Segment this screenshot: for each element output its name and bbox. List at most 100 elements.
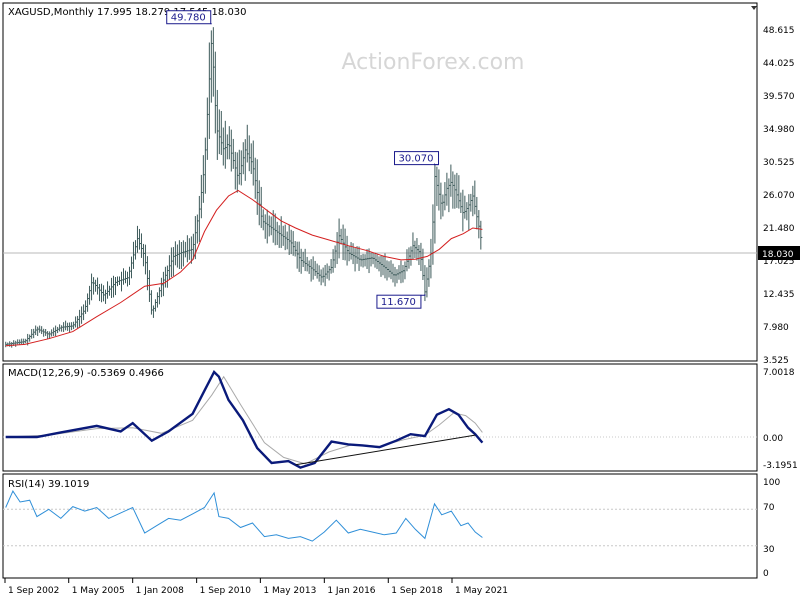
price-bar [440, 182, 443, 220]
price-bar [204, 137, 207, 194]
price-bar [372, 252, 375, 265]
price-bar [466, 202, 469, 221]
price-bar [376, 254, 379, 270]
price-bar [101, 283, 104, 303]
price-bar [192, 233, 195, 260]
price-bar [17, 339, 20, 345]
annotation-leader-lines [210, 23, 439, 296]
price-bar [378, 256, 381, 272]
price-bar [99, 284, 102, 302]
x-tick-label: 1 Jan 2008 [136, 586, 184, 596]
price-bar [31, 329, 34, 339]
price-bar [53, 327, 56, 337]
price-bar [228, 126, 231, 160]
rsi-tick-label: 30 [763, 545, 775, 555]
price-bar [196, 214, 199, 244]
annotation-label: 30.070 [399, 154, 434, 165]
annotation-label: 49.780 [171, 13, 206, 24]
price-bar [370, 252, 373, 267]
price-bar [358, 246, 361, 271]
price-bar [254, 157, 257, 199]
price-bar [49, 331, 52, 339]
price-bar [59, 324, 62, 332]
price-bar [176, 244, 179, 268]
price-bar [140, 233, 143, 258]
price-bar [113, 275, 116, 298]
x-tick-label: 1 Jan 2016 [327, 586, 375, 596]
price-bar [260, 186, 263, 228]
price-bar [75, 316, 78, 328]
price-bar [33, 328, 36, 339]
price-bar [348, 245, 351, 262]
price-bar [350, 242, 353, 260]
price-bar [119, 276, 122, 286]
price-bar [124, 270, 127, 284]
price-bar [396, 269, 399, 284]
price-bar [174, 241, 177, 266]
x-tick-label: 1 May 2021 [455, 586, 508, 596]
price-bar [91, 273, 94, 301]
chevron-down-icon[interactable] [751, 6, 757, 10]
price-bar [330, 258, 333, 274]
price-bar [43, 328, 46, 337]
price-bar [138, 228, 141, 250]
price-bar [404, 261, 407, 280]
price-bar [164, 266, 167, 288]
price-bar [89, 285, 92, 305]
price-bar [128, 266, 131, 286]
price-bar [144, 244, 147, 275]
price-bar [220, 110, 223, 156]
price-bar [314, 260, 317, 276]
price-bar [412, 232, 415, 260]
price-bar [264, 214, 267, 239]
price-bar [210, 30, 213, 103]
rsi-panel-frame [2, 473, 758, 579]
price-bar [156, 292, 159, 308]
price-bar [178, 240, 181, 270]
price-bar [414, 240, 417, 259]
price-bar [418, 244, 421, 266]
price-bar [268, 215, 271, 237]
price-bar [97, 277, 100, 295]
price-bar [266, 209, 269, 244]
price-bar [298, 241, 301, 272]
price-bar [121, 271, 124, 292]
price-bar [280, 216, 283, 248]
price-bar [346, 235, 349, 266]
price-bar [470, 193, 473, 212]
price-bar [35, 325, 38, 336]
price-bar [172, 247, 175, 276]
price-panel-header: XAGUSD,Monthly 17.995 18.279 17.545 18.0… [8, 7, 247, 18]
price-bar [5, 341, 8, 348]
price-bar [242, 142, 245, 175]
price-bar [452, 171, 455, 209]
price-bar [29, 334, 32, 342]
price-bar [222, 127, 225, 166]
price-bar [73, 321, 76, 330]
price-bar [93, 277, 96, 295]
price-bar [312, 256, 315, 280]
price-bar [334, 245, 337, 268]
price-bar [132, 241, 135, 269]
price-bar [117, 276, 120, 287]
price-bar [198, 195, 201, 242]
price-bar [11, 342, 14, 348]
price-bar [244, 139, 247, 181]
price-bar [438, 169, 441, 211]
price-bar [274, 213, 277, 246]
price-bar [328, 265, 331, 281]
price-bar [384, 253, 387, 279]
price-bar [472, 185, 475, 217]
price-bar [468, 194, 471, 231]
price-bar [454, 174, 457, 209]
price-bar [356, 246, 359, 264]
x-tick-label: 1 May 2005 [72, 586, 125, 596]
macd-line [5, 370, 484, 469]
price-bar [168, 255, 171, 280]
price-bar [408, 247, 411, 269]
price-bar [182, 240, 185, 267]
price-bar [450, 164, 453, 197]
macd-tick-label: 0.00 [763, 434, 783, 444]
price-bar [234, 151, 237, 190]
